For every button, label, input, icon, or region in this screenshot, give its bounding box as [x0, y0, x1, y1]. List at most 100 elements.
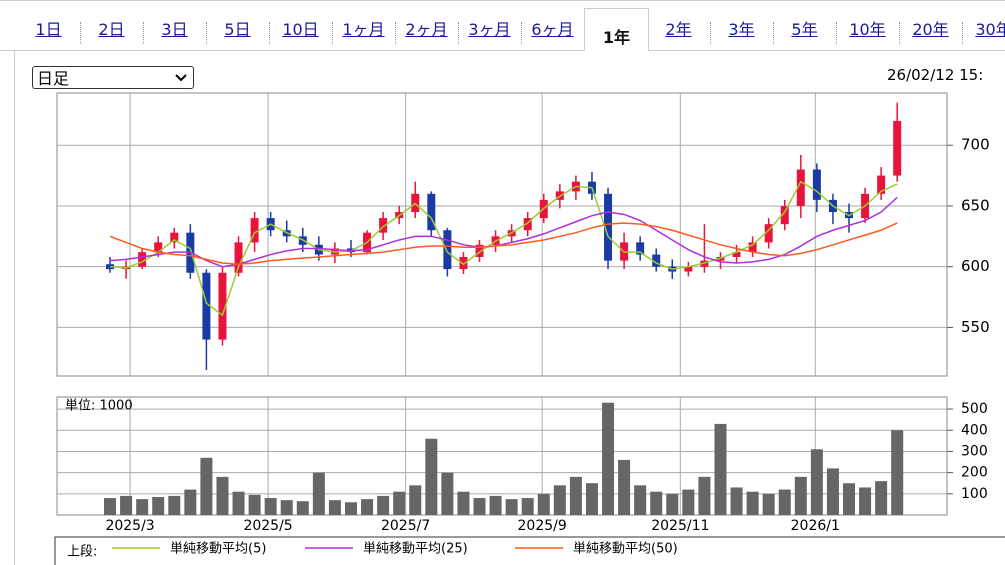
y-tick-label: 400	[961, 422, 988, 438]
plot-layer: 2025/3 2025/5 2025/7 2025/9 2025/11 2026/1 550…	[56, 92, 990, 534]
y-tick-label: 300	[961, 443, 988, 459]
volume-bar	[553, 485, 566, 515]
y-tick-label: 200	[961, 465, 988, 481]
volume-bar	[682, 489, 695, 515]
volume-bar	[344, 502, 357, 515]
candle-body	[780, 205, 789, 225]
period-tab[interactable]: 10年	[849, 20, 886, 39]
volume-bar	[473, 498, 486, 515]
candle-body	[636, 242, 645, 255]
x-tick-label: 2025/5	[243, 518, 292, 534]
period-tab[interactable]: 20年	[912, 20, 949, 39]
tab-separator	[80, 22, 81, 44]
volume-bar	[152, 496, 165, 515]
volume-bar	[698, 476, 711, 515]
period-tab[interactable]: 5日	[224, 20, 251, 39]
legend-label: 単純移動平均(5)	[170, 541, 266, 557]
volume-bar	[794, 476, 807, 515]
volume-bar	[730, 487, 743, 515]
tab-baseline	[0, 50, 1005, 51]
candle-body	[170, 232, 179, 243]
tab-separator	[962, 22, 963, 44]
period-tab[interactable]: 30年	[975, 20, 1005, 39]
volume-bar	[393, 491, 406, 515]
tab-separator	[521, 22, 522, 44]
candle-body	[138, 252, 147, 267]
tab-separator	[899, 22, 900, 44]
volume-bar	[585, 483, 598, 515]
moving-average-line	[109, 222, 898, 266]
candle-body	[379, 218, 388, 233]
volume-bar	[826, 468, 839, 515]
candle-body	[684, 266, 693, 272]
volume-bar	[377, 495, 390, 515]
volume-bar	[441, 472, 454, 515]
volume-bar	[328, 500, 341, 515]
y-tick-label: 700	[961, 136, 990, 154]
volume-bar	[232, 491, 245, 515]
candle-body	[427, 193, 436, 231]
period-tab[interactable]: 2ヶ月	[405, 20, 448, 39]
volume-bar	[104, 498, 117, 515]
candle-body	[893, 120, 902, 176]
volume-bar	[136, 499, 149, 515]
tab-separator	[395, 22, 396, 44]
period-tab[interactable]: 1年	[584, 8, 649, 51]
volume-bar	[264, 498, 277, 515]
volume-bar	[650, 491, 663, 515]
legend-label: 単純移動平均(50)	[573, 541, 678, 557]
period-tab[interactable]: 3ヶ月	[468, 20, 511, 39]
volume-bar	[425, 438, 438, 515]
y-tick-label: 600	[961, 257, 990, 275]
volume-bar	[409, 485, 422, 515]
period-tab[interactable]: 3日	[161, 20, 188, 39]
volume-bar	[184, 489, 197, 515]
candle-body	[459, 256, 468, 270]
period-tab[interactable]: 3年	[728, 20, 755, 39]
volume-bar	[666, 493, 679, 515]
period-tab[interactable]: 5年	[791, 20, 818, 39]
y-tick-label: 100	[961, 486, 988, 502]
period-tab[interactable]: 2年	[665, 20, 692, 39]
candle-body	[764, 224, 773, 243]
volume-bar	[602, 402, 615, 515]
volume-bar	[457, 491, 470, 515]
tab-separator	[206, 22, 207, 44]
volume-bar	[248, 494, 261, 515]
volume-bar	[810, 449, 823, 515]
period-select[interactable]: 日足	[32, 66, 194, 89]
candle-body	[812, 169, 821, 200]
period-tab[interactable]: 6ヶ月	[531, 20, 574, 39]
candle-body	[652, 254, 661, 267]
period-tab[interactable]: 2日	[98, 20, 125, 39]
volume-bar	[312, 472, 325, 515]
period-tab[interactable]: 1日	[35, 20, 62, 39]
candle-body	[154, 242, 163, 253]
chevron	[175, 74, 187, 82]
volume-bar	[216, 476, 229, 515]
tab-separator	[269, 22, 270, 44]
y-tick-label: 500	[961, 401, 988, 417]
candle-body	[523, 218, 532, 231]
volume-bar	[537, 493, 550, 515]
candle-body	[877, 175, 886, 194]
volume-bar	[746, 491, 759, 515]
candle-body	[202, 272, 211, 340]
legend-box	[54, 536, 1005, 565]
tab-separator	[332, 22, 333, 44]
period-tab[interactable]: 1ヶ月	[342, 20, 385, 39]
volume-bar	[875, 481, 888, 515]
volume-bar	[505, 499, 518, 515]
x-tick-label: 2026/1	[791, 518, 840, 534]
volume-bar	[361, 499, 374, 515]
candle-body	[218, 272, 227, 340]
volume-bar	[618, 459, 631, 515]
tab-separator	[710, 22, 711, 44]
candle-body	[443, 230, 452, 270]
volume-bar	[714, 423, 727, 515]
period-tab[interactable]: 10日	[282, 20, 319, 39]
legend-prefix: 上段:	[67, 545, 97, 560]
y-tick-label: 650	[961, 196, 990, 214]
